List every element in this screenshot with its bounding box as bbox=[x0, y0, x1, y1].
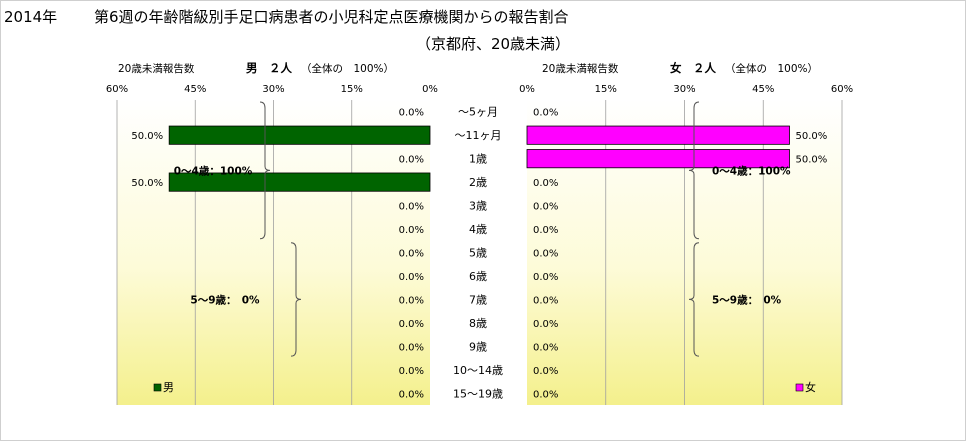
right-data-label: 0.0% bbox=[533, 342, 558, 353]
left-tick-label: 60% bbox=[106, 84, 128, 95]
right-data-label: 50.0% bbox=[796, 131, 828, 142]
right-group-bracket bbox=[688, 101, 700, 240]
right-bar bbox=[526, 149, 790, 169]
right-data-label: 0.0% bbox=[533, 225, 558, 236]
right-data-label: 0.0% bbox=[533, 366, 558, 377]
right-tick-label: 15% bbox=[595, 84, 617, 95]
left-bar bbox=[168, 172, 431, 192]
category-label: 9歳 bbox=[469, 340, 487, 353]
right-data-label: 0.0% bbox=[533, 108, 558, 119]
right-data-label: 0.0% bbox=[533, 249, 558, 260]
category-label: 5歳 bbox=[469, 247, 487, 260]
left-data-label: 0.0% bbox=[399, 366, 424, 377]
left-group-label: 0～4歳：100% bbox=[174, 164, 253, 177]
category-label: 6歳 bbox=[469, 270, 487, 283]
left-tick-label: 15% bbox=[341, 84, 363, 95]
category-label: 4歳 bbox=[469, 223, 487, 236]
left-data-label: 0.0% bbox=[399, 295, 424, 306]
left-data-label: 0.0% bbox=[399, 108, 424, 119]
chart-year: 2014年 bbox=[4, 8, 58, 26]
left-bar bbox=[168, 125, 431, 145]
category-label: 8歳 bbox=[469, 317, 487, 330]
left-group-bracket bbox=[259, 101, 271, 240]
chart-subtitle: （京都府、20歳未満） bbox=[415, 35, 571, 53]
category-label: ～5ヶ月 bbox=[458, 106, 498, 119]
right-header-label: 20歳未満報告数 bbox=[542, 62, 619, 75]
right-data-label: 0.0% bbox=[533, 319, 558, 330]
right-header-note: （全体の 100%） bbox=[725, 62, 818, 75]
right-bar bbox=[526, 125, 790, 145]
right-legend-swatch bbox=[795, 383, 804, 392]
right-data-label: 50.0% bbox=[796, 155, 828, 166]
left-data-label: 0.0% bbox=[399, 319, 424, 330]
right-data-label: 0.0% bbox=[533, 295, 558, 306]
right-tick-label: 0% bbox=[519, 84, 535, 95]
left-group-label: 5～9歳： 0% bbox=[190, 293, 260, 306]
left-data-label: 0.0% bbox=[399, 225, 424, 236]
right-data-label: 0.0% bbox=[533, 272, 558, 283]
category-label: 3歳 bbox=[469, 200, 487, 213]
chart-title: 第6週の年齢階級別手足口病患者の小児科定点医療機関からの報告割合 bbox=[94, 8, 569, 26]
right-data-label: 0.0% bbox=[533, 178, 558, 189]
category-label: 15～19歳 bbox=[453, 387, 503, 400]
right-legend-label: 女 bbox=[805, 380, 816, 394]
right-header-count: 女 ２人 bbox=[670, 61, 716, 75]
right-tick-label: 30% bbox=[673, 84, 695, 95]
left-tick-label: 45% bbox=[184, 84, 206, 95]
left-data-label: 0.0% bbox=[399, 202, 424, 213]
left-legend-swatch bbox=[153, 383, 162, 392]
right-group-label: 0～4歳：100% bbox=[712, 164, 791, 177]
left-data-label: 0.0% bbox=[399, 272, 424, 283]
right-group-label: 5～9歳： 0% bbox=[712, 293, 782, 306]
category-label: 10～14歳 bbox=[453, 364, 503, 377]
left-data-label: 50.0% bbox=[131, 131, 163, 142]
right-data-label: 0.0% bbox=[533, 389, 558, 400]
category-label: 1歳 bbox=[469, 153, 487, 166]
left-header-count: 男 ２人 bbox=[246, 61, 292, 75]
left-tick-label: 0% bbox=[422, 84, 438, 95]
category-label: 2歳 bbox=[469, 176, 487, 189]
left-header-note: （全体の 100%） bbox=[301, 62, 394, 75]
category-label: ～11ヶ月 bbox=[455, 129, 502, 142]
left-data-label: 0.0% bbox=[399, 342, 424, 353]
left-data-label: 0.0% bbox=[399, 389, 424, 400]
left-tick-label: 30% bbox=[262, 84, 284, 95]
right-data-label: 0.0% bbox=[533, 202, 558, 213]
right-tick-label: 45% bbox=[752, 84, 774, 95]
right-tick-label: 60% bbox=[831, 84, 853, 95]
category-label: 7歳 bbox=[469, 293, 487, 306]
left-group-bracket bbox=[290, 242, 302, 357]
right-group-bracket bbox=[688, 242, 700, 357]
left-data-label: 0.0% bbox=[399, 155, 424, 166]
left-legend-label: 男 bbox=[163, 381, 174, 394]
left-header-label: 20歳未満報告数 bbox=[118, 62, 195, 75]
left-data-label: 0.0% bbox=[399, 249, 424, 260]
left-data-label: 50.0% bbox=[131, 178, 163, 189]
